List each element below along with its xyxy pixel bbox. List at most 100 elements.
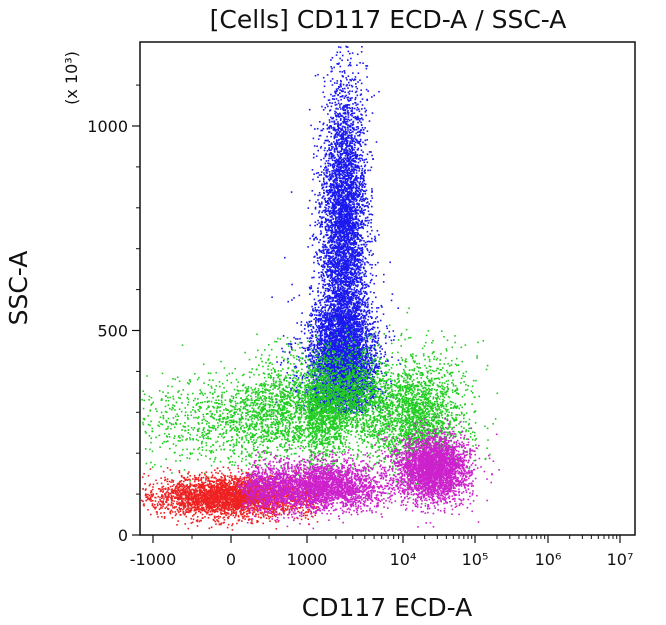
data-point xyxy=(363,205,366,208)
data-point xyxy=(333,199,335,201)
data-point xyxy=(330,260,333,262)
data-point xyxy=(356,276,359,278)
data-point xyxy=(327,265,329,267)
data-point xyxy=(335,103,338,106)
data-point xyxy=(353,194,356,197)
data-point xyxy=(329,109,331,112)
data-point xyxy=(335,265,337,267)
data-point xyxy=(325,166,328,169)
data-point xyxy=(342,134,344,137)
data-point xyxy=(337,224,339,227)
data-point xyxy=(307,207,310,209)
data-point xyxy=(360,349,363,352)
data-point xyxy=(354,265,357,268)
data-point xyxy=(344,137,346,140)
data-point xyxy=(334,289,336,291)
data-point xyxy=(337,201,339,204)
data-point xyxy=(353,168,356,171)
data-point xyxy=(362,198,365,200)
data-point xyxy=(355,278,357,281)
data-point xyxy=(354,190,357,192)
data-point xyxy=(332,280,334,282)
data-point xyxy=(363,240,365,242)
data-point xyxy=(331,195,334,198)
data-point xyxy=(327,257,330,260)
data-point xyxy=(364,172,366,174)
data-point xyxy=(320,275,322,278)
data-point xyxy=(343,188,346,190)
data-point xyxy=(352,222,354,224)
data-point xyxy=(375,275,378,277)
data-point xyxy=(374,235,376,238)
data-point xyxy=(351,248,354,250)
data-point xyxy=(348,319,350,321)
data-point xyxy=(329,198,331,201)
data-point xyxy=(340,278,342,281)
data-point xyxy=(365,109,367,112)
data-point xyxy=(313,145,316,147)
data-point xyxy=(353,295,355,297)
data-point xyxy=(344,181,347,183)
data-point xyxy=(339,269,342,272)
data-point xyxy=(317,149,319,152)
data-point xyxy=(334,156,336,159)
data-point xyxy=(347,178,349,181)
data-point xyxy=(347,98,349,101)
data-point xyxy=(344,126,347,129)
data-point xyxy=(347,91,350,94)
data-point xyxy=(314,193,316,196)
data-point xyxy=(320,291,322,294)
data-point xyxy=(306,366,308,368)
data-point xyxy=(344,278,346,280)
data-point xyxy=(342,184,345,186)
data-point xyxy=(330,70,332,73)
data-point xyxy=(327,105,329,108)
data-point xyxy=(350,84,353,87)
data-point xyxy=(342,211,345,213)
data-point xyxy=(332,260,335,262)
data-point xyxy=(331,204,334,206)
data-point xyxy=(359,180,362,183)
data-point xyxy=(308,108,311,111)
data-point xyxy=(351,107,353,109)
data-point xyxy=(356,115,359,118)
data-point xyxy=(353,262,356,265)
data-point xyxy=(349,126,352,128)
data-point xyxy=(332,277,334,280)
data-point xyxy=(351,78,353,80)
data-point xyxy=(346,265,348,268)
data-point xyxy=(311,358,313,360)
data-point xyxy=(349,320,352,322)
data-point xyxy=(358,157,361,160)
data-point xyxy=(326,295,328,298)
data-point xyxy=(341,205,344,208)
data-point xyxy=(334,232,337,234)
data-point xyxy=(319,225,322,227)
data-point xyxy=(327,197,330,200)
data-point xyxy=(331,153,333,156)
data-point xyxy=(318,222,320,224)
data-point xyxy=(361,246,364,249)
data-point xyxy=(346,149,348,151)
data-point xyxy=(345,94,348,97)
data-point xyxy=(351,267,354,269)
data-point xyxy=(333,200,336,203)
data-point xyxy=(338,216,341,219)
data-point xyxy=(319,206,322,208)
data-point xyxy=(324,246,326,248)
data-point xyxy=(339,124,342,126)
data-point xyxy=(318,192,321,194)
data-point xyxy=(351,258,354,260)
data-point xyxy=(350,212,353,214)
data-point xyxy=(330,125,332,127)
data-point xyxy=(339,156,341,158)
data-point xyxy=(350,277,352,279)
data-point xyxy=(356,264,358,266)
data-point xyxy=(317,359,320,362)
data-point xyxy=(348,188,351,190)
data-point xyxy=(325,174,327,177)
data-point xyxy=(345,174,347,177)
data-point xyxy=(326,124,328,126)
data-point xyxy=(333,127,336,129)
data-point xyxy=(361,169,363,172)
